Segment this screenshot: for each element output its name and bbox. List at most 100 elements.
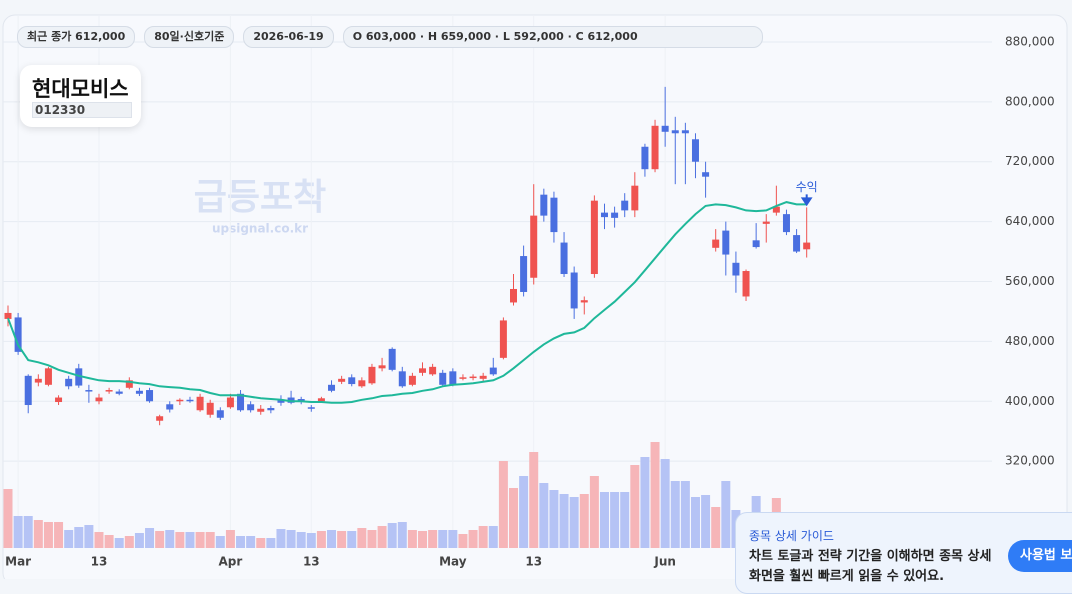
candle-body	[611, 212, 619, 218]
x-tick-label: Jun	[653, 555, 676, 569]
x-tick-label: May	[439, 555, 467, 569]
candle-body	[510, 288, 517, 303]
candle-body	[135, 390, 143, 394]
candle-body	[489, 367, 497, 375]
volume-bar	[145, 528, 155, 548]
candle-body	[439, 372, 447, 385]
volume-bar	[579, 494, 589, 548]
annotation-arrow	[800, 194, 813, 207]
chart-frame	[2, 14, 1068, 579]
volume-bar	[559, 494, 569, 548]
candle-body	[651, 125, 659, 170]
candle-body	[590, 200, 598, 275]
candle-body	[570, 272, 578, 309]
guide-line: 화면을 훨씬 빠르게 읽을 수 있어요.	[749, 569, 945, 584]
volume-bar	[478, 526, 488, 548]
y-tick-label: 800,000	[1005, 94, 1055, 108]
candle-body	[429, 366, 437, 375]
y-tick-label: 720,000	[1005, 154, 1055, 168]
volume-bar	[114, 538, 124, 548]
x-tick-label: 13	[303, 555, 320, 569]
volume-bar	[438, 530, 448, 548]
candle-body	[631, 185, 639, 211]
volume-bar	[84, 525, 94, 548]
volume-bar	[610, 492, 620, 548]
y-tick-label: 480,000	[1005, 334, 1055, 348]
candle-body	[247, 404, 255, 411]
volume-bar	[509, 488, 518, 548]
guide-title: 종목 상세 가이드	[749, 529, 834, 543]
moving-average	[7, 201, 807, 404]
volume-bar	[43, 522, 53, 548]
volume-bar	[488, 526, 498, 548]
candle-body	[206, 402, 214, 415]
volume-bar	[195, 532, 205, 548]
candle-body	[338, 378, 346, 382]
candle-body	[24, 375, 32, 406]
volume-bar	[468, 530, 478, 548]
volume-bar	[721, 481, 731, 548]
candle-body	[34, 378, 42, 383]
candle-body	[348, 377, 356, 385]
period-pill[interactable]: 80일·신호기준	[144, 26, 235, 48]
guide-button[interactable]: 사용법 보기	[1008, 540, 1072, 572]
candle-body	[115, 391, 123, 394]
candle-body	[287, 397, 295, 403]
volume-bar	[236, 536, 246, 548]
candle-body	[216, 410, 224, 418]
y-tick-label: 400,000	[1005, 394, 1055, 408]
volume-bar	[175, 532, 185, 548]
volume-bar	[185, 532, 195, 548]
candle-body	[600, 212, 608, 218]
candle-body	[14, 317, 22, 352]
volume-bar	[215, 536, 225, 548]
candle-body	[257, 408, 265, 412]
volume-bar	[630, 465, 640, 548]
guide-popup: 종목 상세 가이드 차트 토글과 전략 기간을 이해하면 종목 상세 화면을 훨…	[735, 512, 1072, 594]
volume-bar	[640, 457, 650, 548]
candle-body	[176, 399, 184, 402]
candle-body	[530, 215, 538, 278]
volume-bar	[549, 490, 559, 548]
volume-bar	[650, 442, 660, 548]
candle-body	[358, 380, 366, 387]
ohlc-pill: O 603,000 · H 659,000 · L 592,000 · C 61…	[342, 26, 763, 48]
candle-body	[661, 125, 669, 132]
volume-bar	[327, 530, 337, 548]
x-tick-label: Mar	[5, 555, 31, 569]
candle-body	[782, 214, 790, 233]
volume-bar	[620, 492, 630, 548]
volume-bar	[367, 530, 377, 548]
candle-body	[641, 146, 649, 170]
volume-bar	[569, 497, 579, 548]
volume-bar	[589, 476, 599, 548]
volume-bar	[448, 530, 458, 548]
candle-body	[388, 348, 396, 370]
candle-body	[378, 365, 386, 369]
candle-body	[752, 240, 760, 248]
candle-body	[237, 393, 245, 411]
candle-body	[722, 230, 730, 255]
candle-body	[540, 194, 548, 216]
candle-body	[469, 376, 477, 379]
volume-bar	[458, 534, 468, 548]
volume-bar	[670, 481, 680, 548]
candle-body	[550, 197, 558, 233]
candle-body	[85, 390, 93, 392]
volume-bar	[539, 483, 549, 548]
candle-body	[772, 206, 780, 213]
candle-body	[803, 242, 811, 250]
candle-body	[196, 396, 204, 411]
volume-bar	[498, 461, 508, 548]
stock-code: 012330	[32, 102, 132, 118]
volume-bar	[286, 530, 296, 548]
watermark-url: upsignal.co.kr	[212, 222, 308, 236]
y-tick-label: 640,000	[1005, 214, 1055, 228]
candle-body	[793, 235, 801, 252]
volume-bar	[94, 532, 104, 548]
volume-bar	[225, 530, 235, 548]
volume-bar	[23, 516, 33, 548]
volume-bar	[316, 531, 326, 548]
x-tick-label: 13	[91, 555, 108, 569]
watermark-title: 급등포착	[194, 177, 326, 218]
